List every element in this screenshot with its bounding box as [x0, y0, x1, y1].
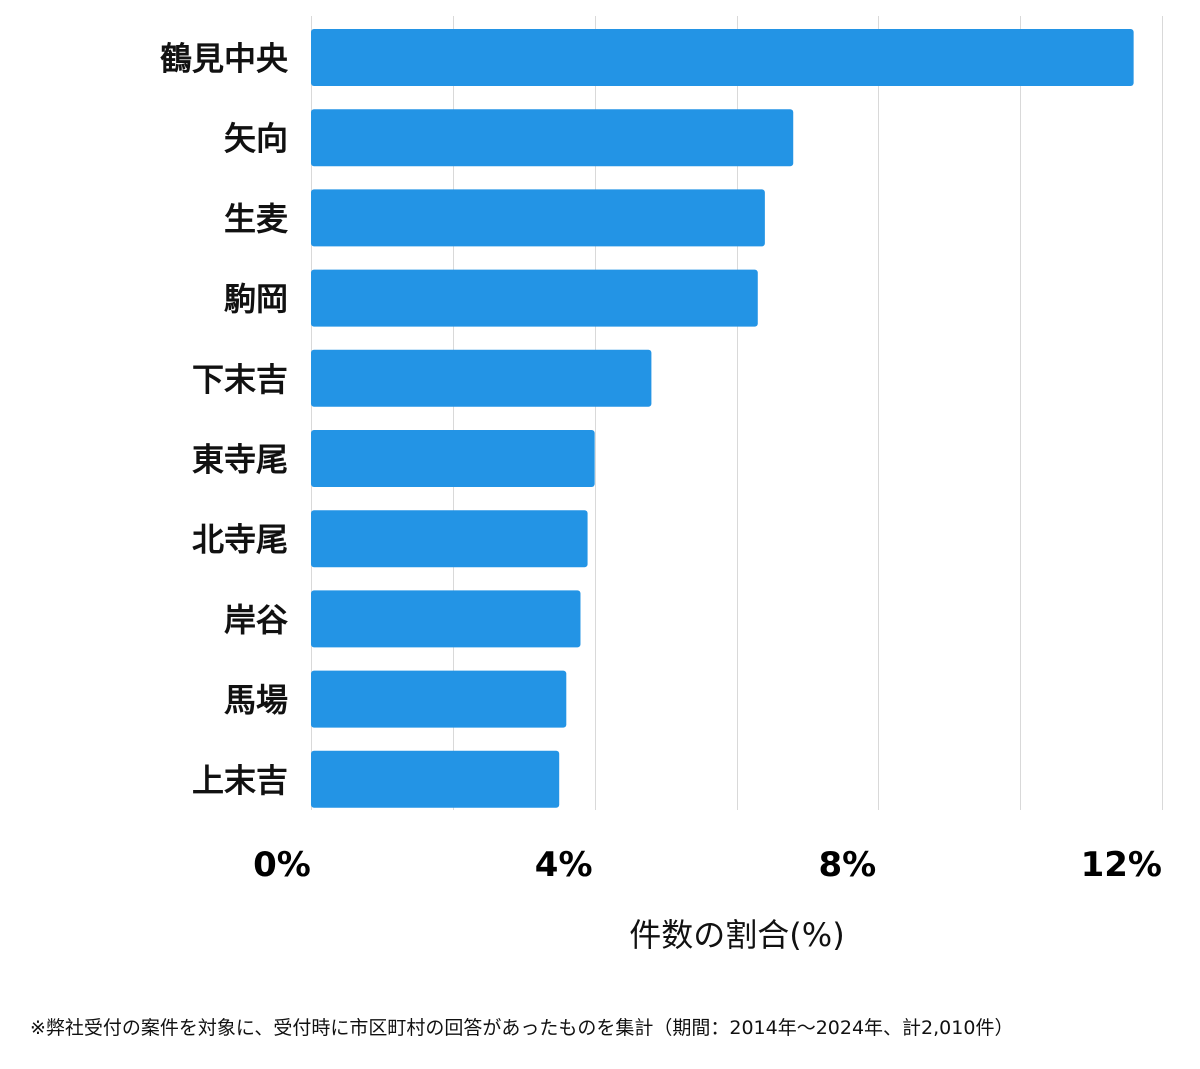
bar — [311, 750, 560, 808]
x-tick-label: 0% — [253, 845, 311, 885]
bar — [311, 29, 1134, 86]
bar — [311, 109, 794, 167]
bar — [311, 349, 652, 407]
category-label: 上末吉 — [192, 761, 288, 799]
category-label: 生麦 — [224, 200, 289, 238]
category-label: 駒岡 — [224, 280, 288, 318]
bar — [311, 269, 758, 327]
x-tick-labels: 0% 4% 8% 12% — [253, 845, 1162, 885]
bar — [311, 510, 588, 568]
x-tick-label: 8% — [818, 845, 876, 885]
category-label: 北寺尾 — [192, 521, 288, 559]
bar — [311, 430, 595, 487]
x-axis-title: 件数の割合(%) — [629, 916, 844, 954]
category-label: 矢向 — [224, 120, 288, 158]
footnote: ※弊社受付の案件を対象に、受付時に市区町村の回答があったものを集計（期間：201… — [30, 1017, 1014, 1039]
category-label: 下末吉 — [192, 360, 288, 398]
category-label: 馬場 — [224, 681, 288, 719]
bar — [311, 670, 567, 728]
x-tick-label: 12% — [1081, 845, 1162, 885]
bar — [311, 189, 765, 247]
category-label: 岸谷 — [224, 601, 288, 639]
category-label: 鶴見中央 — [160, 40, 289, 78]
bar — [311, 590, 581, 648]
bars — [311, 29, 1134, 808]
x-tick-label: 4% — [535, 845, 593, 885]
category-label: 東寺尾 — [192, 441, 288, 479]
